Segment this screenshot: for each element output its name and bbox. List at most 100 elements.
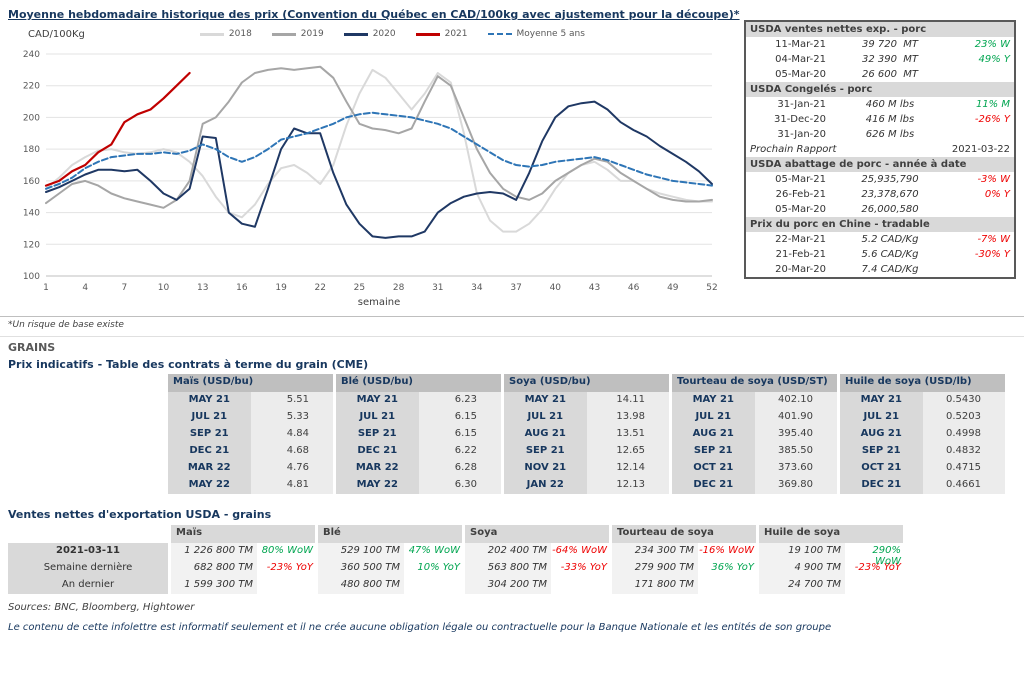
contract-month: JUL 21 bbox=[336, 409, 419, 426]
legend-label: 2019 bbox=[300, 29, 324, 39]
legend-item: 2018 bbox=[199, 29, 252, 39]
contract-price: 12.14 bbox=[586, 460, 669, 477]
exports-value: 360 500 TM bbox=[318, 560, 404, 577]
exports-row: 529 100 TM 47% WoW bbox=[318, 543, 462, 560]
exports-value: 24 700 TM bbox=[759, 577, 845, 594]
pork-section-header: USDA Congelés - porc bbox=[746, 82, 1014, 97]
cme-column-header: Soya (USD/bu) bbox=[504, 374, 669, 392]
pork-date: 05-Mar-20 bbox=[775, 204, 826, 215]
exports-value: 682 800 TM bbox=[171, 560, 257, 577]
contract-price: 0.4998 bbox=[922, 426, 1005, 443]
cme-row: MAY 22 4.81 bbox=[168, 477, 333, 494]
contract-price: 369.80 bbox=[754, 477, 837, 494]
pork-section-header: Prix du porc en Chine - tradable bbox=[746, 217, 1014, 232]
contract-month: MAR 22 bbox=[168, 460, 251, 477]
line-swatch bbox=[199, 32, 224, 36]
cme-row: MAY 21 6.23 bbox=[336, 392, 501, 409]
svg-text:46: 46 bbox=[628, 283, 640, 293]
exports-column-header: Tourteau de soya bbox=[612, 525, 756, 543]
line-swatch bbox=[415, 32, 440, 36]
pork-value: 39 720 MT bbox=[861, 39, 919, 50]
contract-price: 395.40 bbox=[754, 426, 837, 443]
exports-column-header: Maïs bbox=[171, 525, 315, 543]
svg-text:43: 43 bbox=[589, 283, 600, 293]
contract-price: 0.4661 bbox=[922, 477, 1005, 494]
exports-change bbox=[257, 577, 315, 594]
exports-value: 1 599 300 TM bbox=[171, 577, 257, 594]
contract-month: MAY 21 bbox=[672, 392, 755, 409]
contract-month: AUG 21 bbox=[840, 426, 923, 443]
exports-row: 234 300 TM -16% WoW bbox=[612, 543, 756, 560]
exports-row-label: An dernier bbox=[8, 577, 168, 594]
cme-row: JUL 21 5.33 bbox=[168, 409, 333, 426]
pork-data-row: 22-Mar-21 5.2 CAD/Kg -7% W bbox=[746, 232, 1014, 247]
contract-price: 4.68 bbox=[250, 443, 333, 460]
exports-row: 171 800 TM bbox=[612, 577, 756, 594]
contract-month: JUL 21 bbox=[504, 409, 587, 426]
next-report-label: Prochain Rapport bbox=[750, 144, 837, 155]
pork-data-row: 31-Dec-20 416 M lbs -26% Y bbox=[746, 112, 1014, 127]
contract-price: 14.11 bbox=[586, 392, 669, 409]
exports-change: 290% WoW bbox=[872, 545, 901, 567]
exports-column: Blé 529 100 TM 47% WoW 360 500 TM 10% YoY 480… bbox=[318, 525, 462, 594]
svg-text:19: 19 bbox=[275, 283, 287, 293]
top-section: Moyenne hebdomadaire historique des prix… bbox=[8, 6, 1016, 312]
svg-text:semaine: semaine bbox=[358, 297, 401, 308]
pork-data-row: 31-Jan-20 626 M lbs bbox=[746, 127, 1014, 142]
pork-date: 05-Mar-21 bbox=[775, 174, 826, 185]
cme-row: AUG 21 0.4998 bbox=[840, 426, 1005, 443]
pork-change: -7% W bbox=[977, 234, 1010, 245]
pork-value: 416 M lbs bbox=[865, 114, 915, 125]
pork-date: 22-Mar-21 bbox=[775, 234, 826, 245]
svg-text:28: 28 bbox=[393, 283, 405, 293]
exports-row: 304 200 TM bbox=[465, 577, 609, 594]
contract-month: AUG 21 bbox=[672, 426, 755, 443]
exports-column-header: Huile de soya bbox=[759, 525, 903, 543]
contract-month: DEC 21 bbox=[672, 477, 755, 494]
cme-row: JUL 21 6.15 bbox=[336, 409, 501, 426]
next-report-row: Prochain Rapport 2021-03-22 bbox=[746, 142, 1014, 157]
contract-month: SEP 21 bbox=[336, 426, 419, 443]
pork-data-row: 20-Mar-20 7.4 CAD/Kg bbox=[746, 262, 1014, 277]
pork-date: 05-Mar-20 bbox=[775, 69, 826, 80]
contract-month: DEC 21 bbox=[336, 443, 419, 460]
exports-row: 202 400 TM -64% WoW bbox=[465, 543, 609, 560]
sources-line: Sources: BNC, Bloomberg, Hightower bbox=[8, 602, 195, 613]
pork-value: 5.6 CAD/Kg bbox=[861, 249, 919, 260]
next-report-date: 2021-03-22 bbox=[951, 144, 1010, 155]
contract-month: SEP 21 bbox=[168, 426, 251, 443]
pork-data-row: 11-Mar-21 39 720 MT 23% W bbox=[746, 37, 1014, 52]
cme-row: SEP 21 385.50 bbox=[672, 443, 837, 460]
svg-text:16: 16 bbox=[236, 283, 248, 293]
svg-text:1: 1 bbox=[43, 283, 49, 293]
cme-column: Tourteau de soya (USD/ST) MAY 21 402.10 JUL… bbox=[672, 374, 837, 494]
contract-month: AUG 21 bbox=[504, 426, 587, 443]
cme-row: SEP 21 12.65 bbox=[504, 443, 669, 460]
contract-price: 12.65 bbox=[586, 443, 669, 460]
pork-data-row: 26-Feb-21 23,378,670 0% Y bbox=[746, 187, 1014, 202]
grains-section-heading: GRAINS bbox=[8, 341, 56, 354]
cme-row: NOV 21 12.14 bbox=[504, 460, 669, 477]
contract-month: DEC 21 bbox=[168, 443, 251, 460]
cme-row: DEC 21 369.80 bbox=[672, 477, 837, 494]
pork-value: 7.4 CAD/Kg bbox=[861, 264, 919, 275]
exports-column: Huile de soya 19 100 TM 290% WoW 4 900 TM -2… bbox=[759, 525, 903, 594]
exports-row: 360 500 TM 10% YoY bbox=[318, 560, 462, 577]
newsletter-page: Moyenne hebdomadaire historique des prix… bbox=[0, 6, 1024, 633]
price-line-chart: 100 120 140 160 180 200 220 240 1 4 7 10 13 16 19 22 25 2… bbox=[23, 50, 718, 308]
svg-text:160: 160 bbox=[23, 177, 40, 187]
cme-row: MAR 22 4.76 bbox=[168, 460, 333, 477]
svg-text:37: 37 bbox=[510, 283, 521, 293]
exports-change bbox=[845, 577, 903, 594]
contract-price: 6.23 bbox=[418, 392, 501, 409]
exports-change: -23% YoY bbox=[854, 562, 901, 573]
divider bbox=[0, 316, 1024, 317]
cme-row: JUL 21 13.98 bbox=[504, 409, 669, 426]
legend-item: 2021 bbox=[415, 29, 468, 39]
legend-label: 2018 bbox=[228, 29, 252, 39]
pork-value: 626 M lbs bbox=[865, 129, 915, 140]
exports-row: 1 599 300 TM bbox=[171, 577, 315, 594]
contract-price: 0.4715 bbox=[922, 460, 1005, 477]
y-axis-unit-label: CAD/100Kg bbox=[28, 28, 85, 40]
contract-month: MAY 21 bbox=[840, 392, 923, 409]
